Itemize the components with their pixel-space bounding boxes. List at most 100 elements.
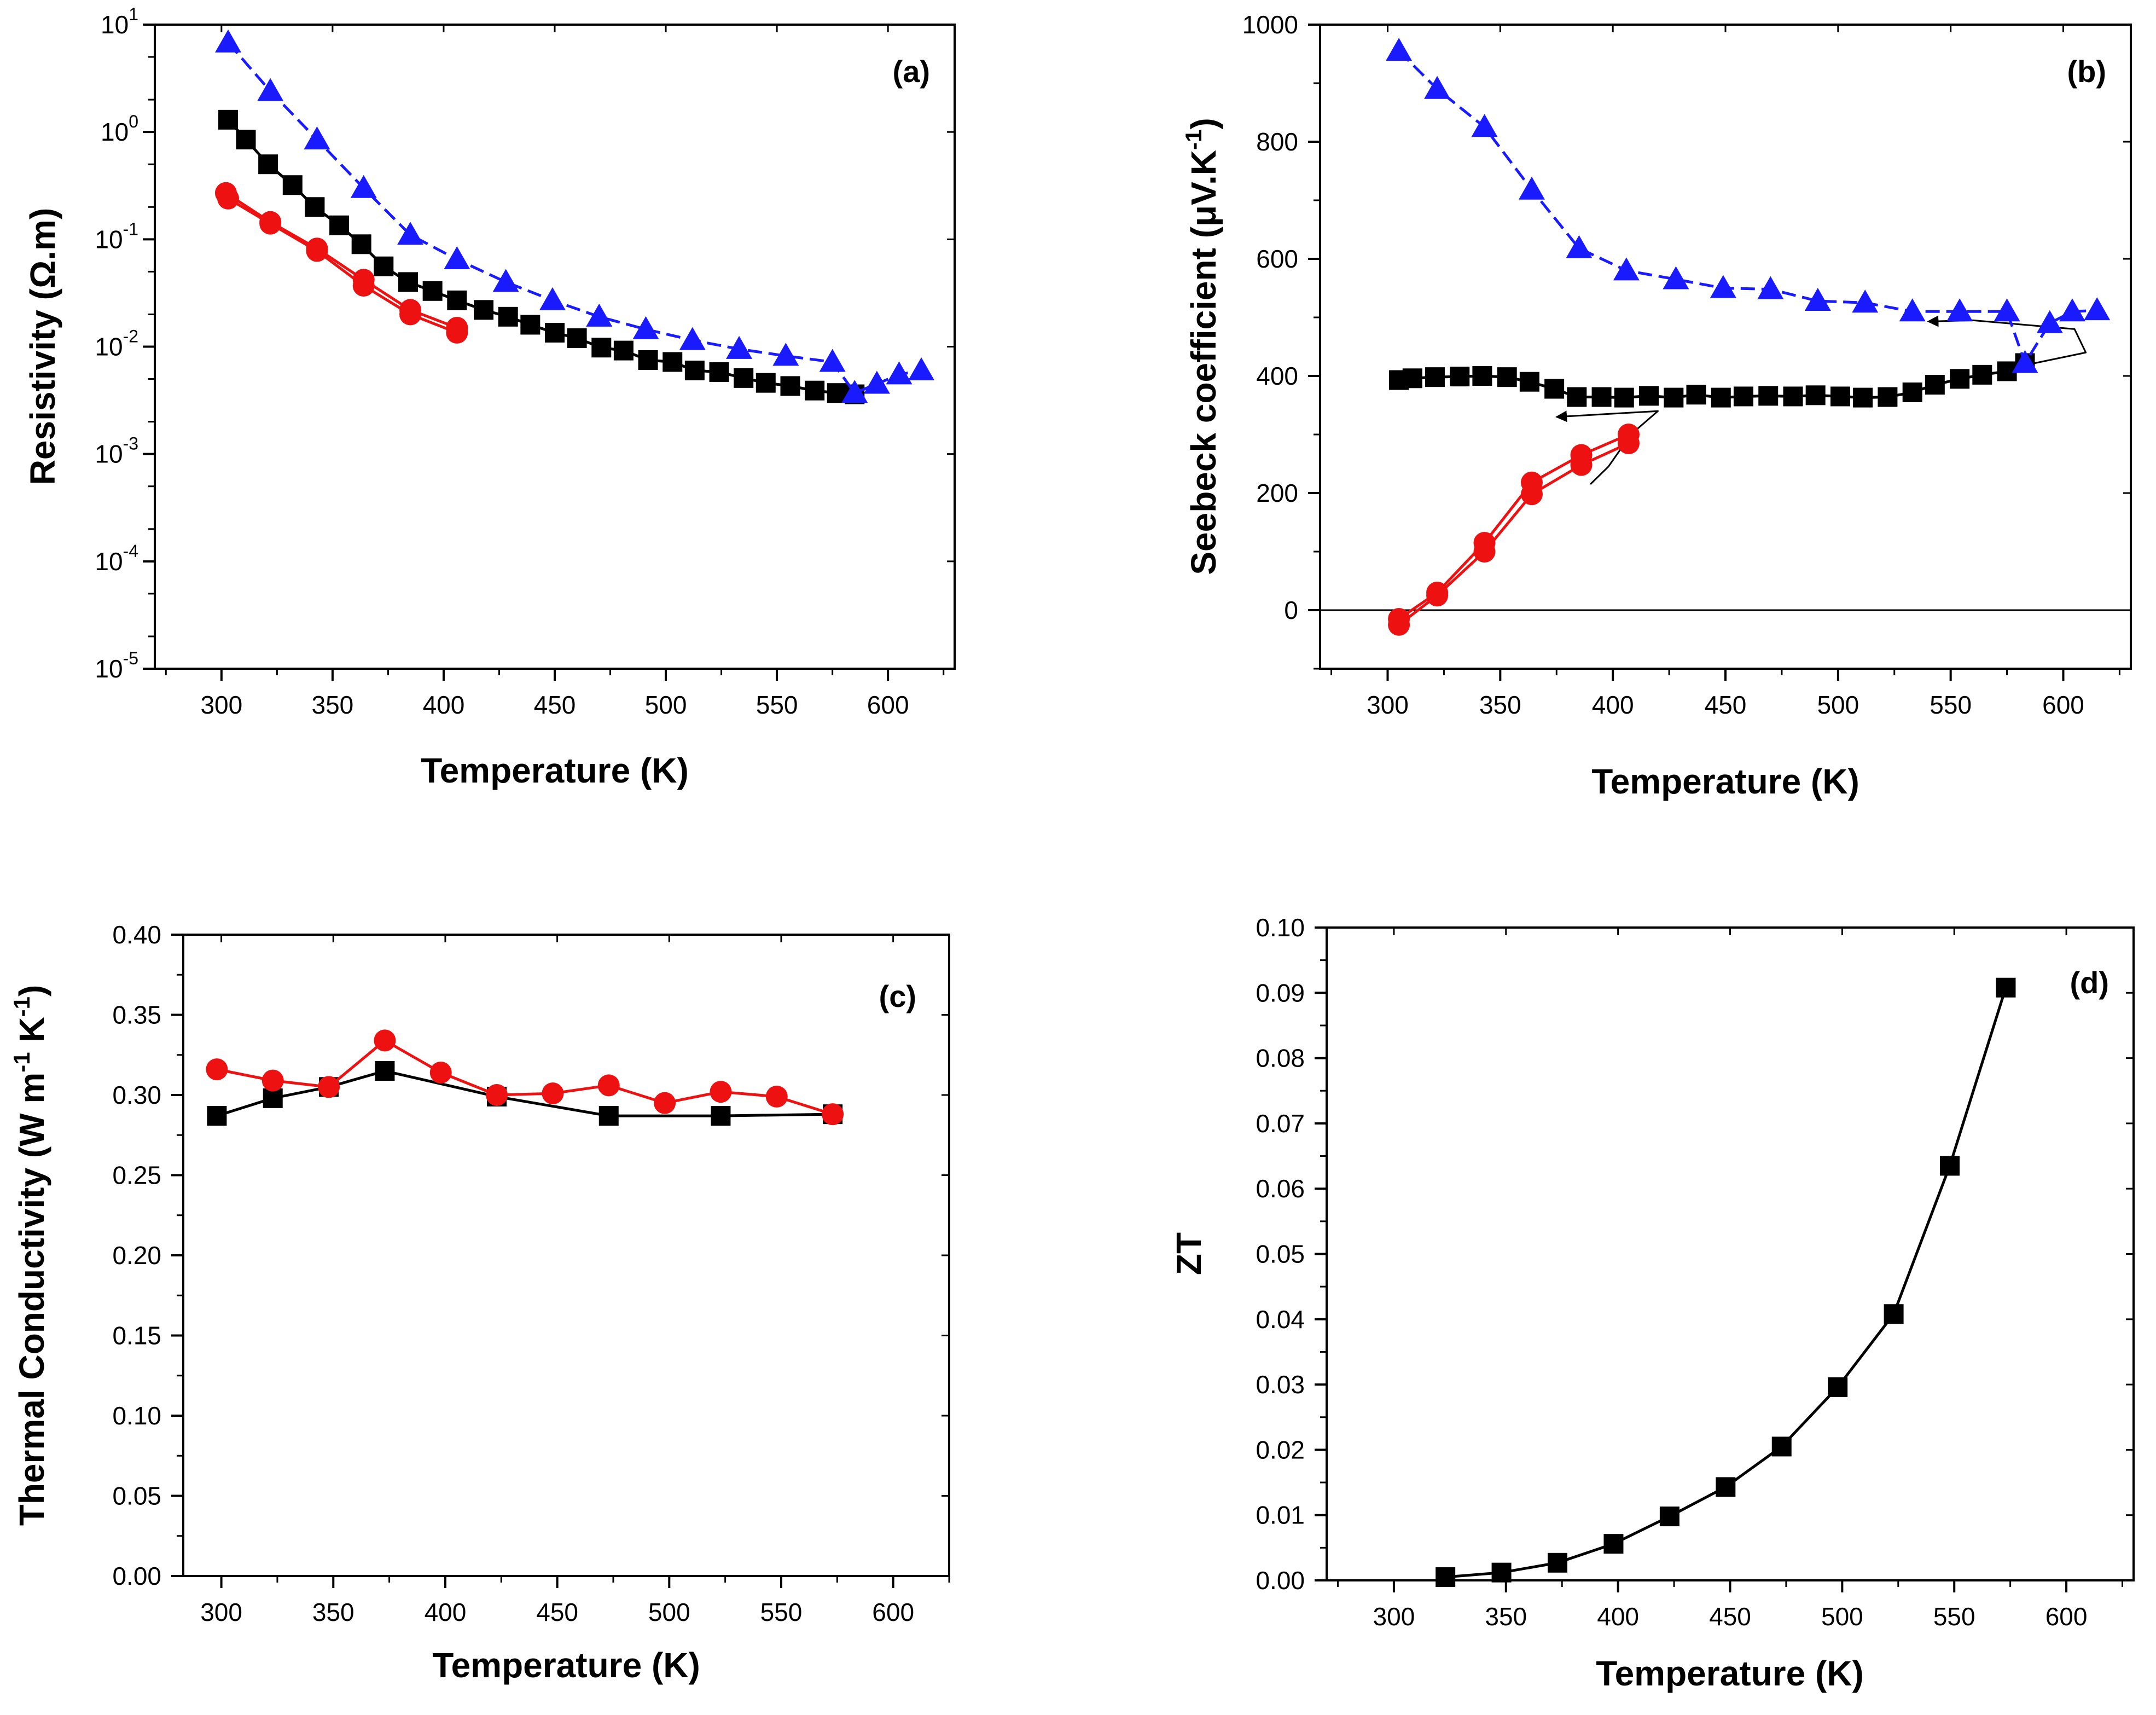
- data-point-triangle: [2084, 297, 2111, 321]
- x-tick-label: 300: [200, 1598, 242, 1626]
- y-tick-label: 0: [1284, 596, 1298, 624]
- data-point-square: [1639, 386, 1659, 406]
- data-point-triangle: [1899, 298, 1926, 322]
- y-tick-label: 0.05: [1256, 1240, 1305, 1268]
- y-tick-label: 0.07: [1256, 1109, 1305, 1138]
- data-point-square: [663, 352, 683, 372]
- x-tick-label: 600: [2045, 1602, 2088, 1631]
- x-tick-label: 350: [1485, 1602, 1527, 1631]
- data-point-square: [805, 380, 825, 401]
- y-tick-label: 10-4: [95, 541, 138, 576]
- data-point-triangle: [1471, 114, 1498, 137]
- y-axis-label: ZT: [1169, 1232, 1208, 1275]
- data-point-triangle: [304, 126, 330, 150]
- data-point-square: [1733, 386, 1753, 407]
- cycle-arrow: [1927, 315, 2087, 366]
- y-tick-label: 0.01: [1256, 1501, 1305, 1529]
- data-point-triangle: [863, 370, 890, 394]
- data-point-circle: [318, 1076, 340, 1098]
- data-point-square: [1519, 372, 1539, 392]
- data-point-square: [1925, 375, 1945, 395]
- data-point-square: [447, 290, 467, 310]
- data-point-circle: [374, 1029, 396, 1052]
- data-point-circle: [1570, 454, 1593, 476]
- y-tick-label: 0.10: [1256, 913, 1305, 942]
- data-point-triangle: [1386, 38, 1413, 61]
- panel-d-zt: 300 350 400 450 500 550 600 0.00 0.01 0.02 0.03 0.0…: [1169, 913, 2135, 1693]
- series-line-black: [1398, 362, 2026, 399]
- data-point-triangle: [772, 343, 799, 366]
- y-tick-label: 10-5: [95, 648, 138, 683]
- plot-frame: [154, 24, 956, 670]
- y-tick-label: 10-1: [95, 219, 138, 253]
- y-tick-label: 0.06: [1256, 1174, 1305, 1203]
- data-point-circle: [399, 303, 422, 326]
- data-point-square: [756, 373, 776, 393]
- y-axis-label-part: -1: [9, 1052, 34, 1072]
- y-axis-label-part: -1: [1181, 130, 1206, 150]
- data-point-square: [1771, 1436, 1792, 1457]
- y-tick-exponent: -4: [123, 541, 138, 561]
- data-point-square: [422, 281, 443, 301]
- y-tick-exponent: -5: [123, 648, 138, 668]
- y-tick-label: 0.30: [112, 1081, 161, 1109]
- data-point-circle: [1426, 584, 1449, 607]
- cycle-arrow: [1555, 410, 1659, 485]
- data-point-square: [305, 197, 325, 217]
- y-tick-exponent: 0: [129, 112, 138, 131]
- data-point-triangle: [350, 175, 377, 198]
- data-point-circle: [542, 1082, 564, 1105]
- data-point-square: [329, 215, 350, 235]
- y-axis-label-part: K: [12, 1017, 51, 1052]
- data-point-triangle: [679, 327, 706, 350]
- data-point-square: [1805, 385, 1826, 405]
- data-point-square: [1950, 369, 1970, 389]
- data-point-square: [474, 300, 494, 320]
- y-tick-base: 10: [95, 547, 123, 576]
- y-tick-label: 0.02: [1256, 1435, 1305, 1464]
- y-axis-label-part: Seebeck coefficient (μV.K: [1184, 150, 1223, 575]
- plot-frame: [1319, 24, 2132, 670]
- data-point-triangle: [1663, 266, 1689, 289]
- x-tick-label: 500: [645, 691, 687, 719]
- data-point-triangle: [632, 316, 659, 339]
- data-point-circle: [1388, 613, 1410, 636]
- data-point-triangle: [1852, 289, 1879, 313]
- data-point-square: [567, 328, 587, 348]
- data-point-square: [1614, 387, 1634, 408]
- data-point-circle: [710, 1081, 732, 1103]
- y-axis-label-part: Resistivity (Ω.m): [23, 208, 62, 485]
- x-tick-label: 300: [1373, 1602, 1415, 1631]
- data-point-square: [1472, 366, 1492, 386]
- y-tick-base: 10: [101, 10, 129, 39]
- data-point-triangle: [444, 246, 470, 270]
- data-point-square: [591, 338, 612, 358]
- data-point-square: [780, 376, 800, 396]
- data-point-square: [1853, 387, 1873, 408]
- y-tick-label: 0.20: [112, 1241, 161, 1270]
- y-tick-label: 400: [1256, 362, 1298, 390]
- y-axis-label: Thermal Conductivity (W m-1 K-1): [9, 985, 51, 1526]
- x-tick-label: 500: [648, 1598, 690, 1626]
- data-point-triangle: [492, 269, 519, 292]
- x-tick-label: 300: [1367, 691, 1409, 719]
- x-tick-label: 600: [867, 691, 909, 719]
- data-point-square: [398, 272, 418, 292]
- data-point-square: [1659, 1507, 1680, 1527]
- data-point-circle: [486, 1084, 508, 1106]
- y-tick-label: 0.00: [112, 1562, 161, 1590]
- plot-frame: [182, 934, 950, 1577]
- data-point-square: [374, 256, 394, 276]
- series-line-red: [225, 192, 458, 329]
- x-tick-label: 550: [1930, 691, 1972, 719]
- y-axis-label-part: -1: [9, 996, 34, 1017]
- data-point-square: [1758, 386, 1779, 406]
- y-axis-label: Resistivity (Ω.m): [23, 208, 62, 485]
- y-tick-exponent: -3: [123, 434, 138, 454]
- series-line-black: [227, 119, 855, 396]
- data-point-circle: [765, 1085, 788, 1108]
- data-point-triangle: [2036, 310, 2063, 333]
- y-tick-label: 101: [101, 4, 138, 39]
- data-point-triangle: [257, 78, 284, 101]
- data-point-square: [1716, 1477, 1736, 1497]
